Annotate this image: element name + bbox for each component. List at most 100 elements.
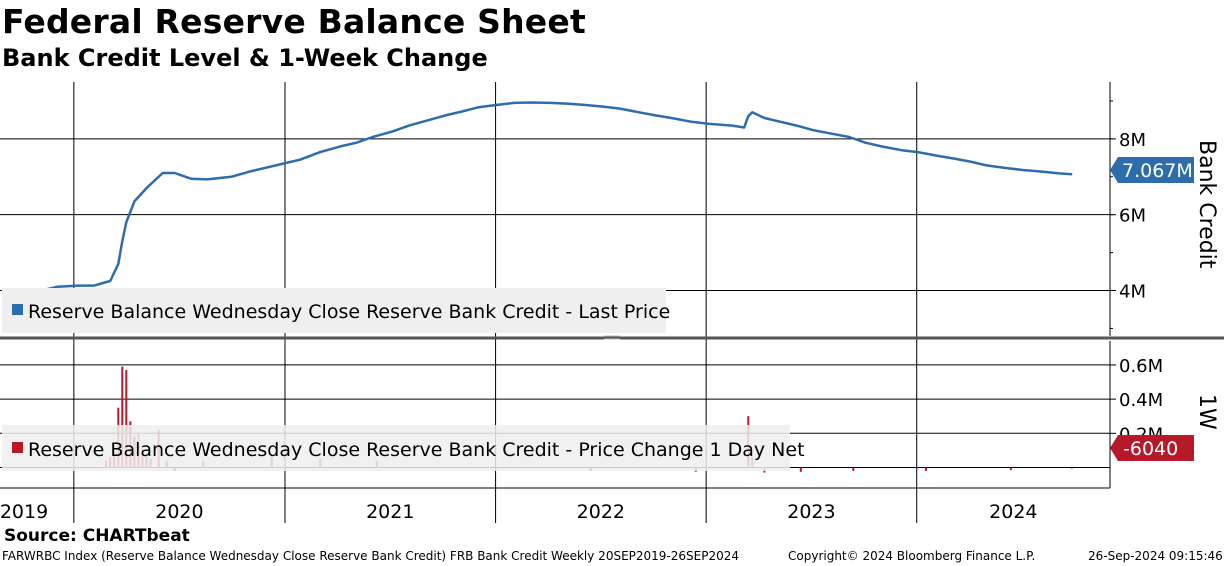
bank-credit-point <box>162 172 164 174</box>
x-tick-label-year: 2024 <box>989 501 1037 523</box>
bottom-last-value-text: -6040 <box>1123 438 1178 460</box>
source-label: Source: CHARTbeat <box>4 526 190 546</box>
top-y-tick-label: 4M <box>1119 282 1146 303</box>
bank-credit-point <box>57 286 59 288</box>
bottom-legend-box <box>2 425 790 471</box>
x-tick-label-year: 2023 <box>787 501 835 523</box>
bank-credit-point <box>763 117 766 119</box>
weekly-change-bar <box>925 467 927 471</box>
top-y-tick-label: 8M <box>1119 130 1146 151</box>
bank-credit-point <box>796 124 798 127</box>
bottom-y-tick-label: 0.6M <box>1119 356 1163 377</box>
x-tick-label-year: 2020 <box>155 501 203 523</box>
bank-credit-point <box>654 114 656 116</box>
weekly-change-bar <box>799 467 802 472</box>
weekly-change-bar <box>1070 467 1073 469</box>
bottom-legend-label: Reserve Balance Wednesday Close Reserve … <box>28 439 805 461</box>
bank-credit-point <box>339 145 341 148</box>
bank-credit-point <box>319 151 321 153</box>
bank-credit-point <box>117 263 119 265</box>
bank-credit-point <box>408 124 410 127</box>
bottom-axis-title: 1W <box>1194 394 1219 430</box>
bank-credit-point <box>864 142 866 144</box>
footer-timestamp: 26-Sep-2024 09:15:46 <box>1088 549 1223 563</box>
bank-credit-point <box>901 149 903 151</box>
bank-credit-point <box>250 170 253 172</box>
bank-credit-point <box>880 145 883 148</box>
footer-copyright: Copyright© 2024 Bloomberg Finance L.P. <box>788 549 1036 563</box>
bank-credit-point <box>751 111 753 113</box>
bank-credit-point <box>828 132 830 134</box>
bank-credit-point <box>206 178 208 181</box>
top-legend-swatch <box>12 304 23 315</box>
bank-credit-point <box>133 200 136 203</box>
top-axis-title: Bank Credit <box>1194 140 1219 269</box>
bank-credit-point <box>121 240 123 242</box>
bank-credit-point <box>731 124 733 127</box>
bank-credit-point <box>812 129 814 131</box>
weekly-change-bar <box>125 370 128 468</box>
bank-credit-point <box>638 111 640 113</box>
bank-credit-point <box>77 284 79 287</box>
x-tick-label-year: 2022 <box>577 501 625 523</box>
top-last-value-text: 7.067M <box>1122 160 1193 182</box>
top-legend-box <box>2 288 666 333</box>
weekly-change-bar <box>1009 467 1012 471</box>
bank-credit-line <box>14 101 1072 297</box>
bank-credit-point <box>299 159 301 161</box>
bank-credit-point <box>565 103 568 105</box>
bank-credit-point <box>707 123 709 125</box>
bank-credit-point <box>747 115 749 117</box>
bank-credit-point <box>275 164 277 167</box>
bottom-last-value-badge: -6040 <box>1110 435 1194 461</box>
bank-credit-point <box>372 136 374 138</box>
top-legend-label: Reserve Balance Wednesday Close Reserve … <box>28 301 670 323</box>
bank-credit-point <box>848 136 850 138</box>
bank-credit-point <box>355 142 358 144</box>
bank-credit-point <box>145 187 148 189</box>
x-tick-label-year: 2019 <box>0 501 48 523</box>
bank-credit-point <box>1071 173 1073 175</box>
bank-credit-point <box>1042 171 1044 173</box>
bank-credit-point <box>109 280 111 282</box>
bank-credit-point <box>529 101 531 104</box>
bank-credit-point <box>779 121 782 123</box>
bank-credit-point <box>125 221 127 223</box>
bank-credit-point <box>392 130 394 132</box>
bank-credit-point <box>743 126 745 129</box>
bank-credit-point <box>549 102 551 104</box>
weekly-change-bar <box>121 366 124 468</box>
top-last-value-badge: 7.067M <box>1110 157 1194 183</box>
bottom-y-tick-label: 0.4M <box>1119 390 1163 411</box>
bank-credit-point <box>174 172 176 174</box>
weekly-change-bar <box>852 467 855 471</box>
bank-credit-point <box>691 121 693 123</box>
bank-credit-point <box>190 178 192 180</box>
bank-credit-point <box>513 102 515 104</box>
bank-credit-point <box>428 119 430 121</box>
bank-credit-point <box>444 114 446 116</box>
bank-credit-point <box>937 155 939 157</box>
bank-credit-point <box>670 117 673 119</box>
bank-credit-point <box>497 104 499 106</box>
bank-credit-point <box>602 106 604 108</box>
top-panel-series <box>13 101 1073 297</box>
bank-credit-point <box>93 284 95 287</box>
bank-credit-point <box>1022 169 1024 171</box>
bank-credit-point <box>1006 167 1008 169</box>
top-y-tick-label: 6M <box>1119 206 1146 227</box>
bank-credit-point <box>917 151 919 153</box>
page-title: Federal Reserve Balance Sheet <box>2 2 586 41</box>
bank-credit-point <box>985 164 988 167</box>
bank-credit-point <box>969 161 971 163</box>
bank-credit-point <box>477 106 479 108</box>
bank-credit-point <box>1058 172 1060 174</box>
footer-description: FARWRBC Index (Reserve Balance Wednesday… <box>2 549 740 563</box>
bank-credit-point <box>953 157 955 160</box>
page-subtitle: Bank Credit Level & 1-Week Change <box>2 44 488 72</box>
bank-credit-point <box>618 107 620 110</box>
bank-credit-point <box>230 176 232 178</box>
bank-credit-point <box>582 104 584 106</box>
x-tick-label-year: 2021 <box>366 501 414 523</box>
